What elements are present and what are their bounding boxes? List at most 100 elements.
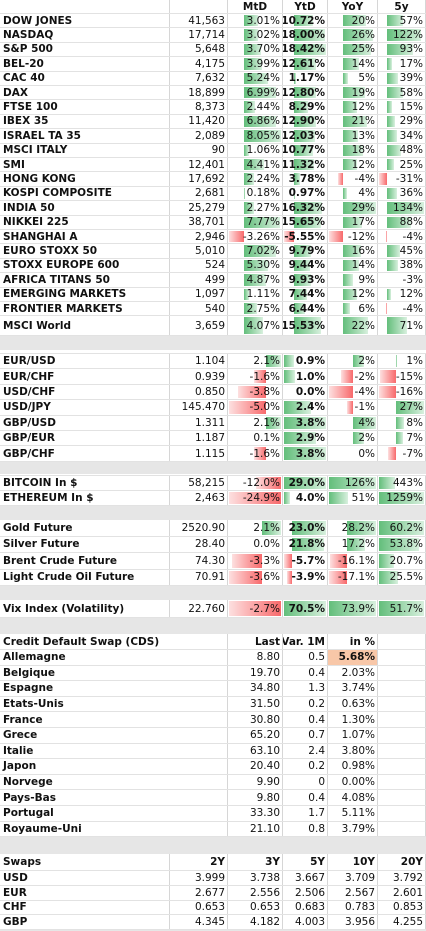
cell-text: 0.939 xyxy=(194,370,225,383)
cell-text: in % xyxy=(349,635,375,648)
cell-text: 0.00% xyxy=(341,776,375,789)
cell-text: 9% xyxy=(358,273,375,286)
row-label: NASDAQ xyxy=(0,28,170,42)
cell-text: -1% xyxy=(354,401,375,414)
cell-text: 499 xyxy=(204,273,225,286)
row-label: USD/CHF xyxy=(0,384,170,400)
cell-text: AFRICA TITANS 50 xyxy=(3,273,110,286)
cell-text: S&P 500 xyxy=(3,43,53,56)
row-label: ETHEREUM In $ xyxy=(0,491,170,505)
value-cell: 22% xyxy=(328,316,378,336)
value-cell: 70.5% xyxy=(283,600,328,617)
cell-text: -3% xyxy=(402,273,423,286)
cell-text: 3Y xyxy=(265,856,280,868)
cell-text: 2,681 xyxy=(194,187,225,200)
data-bar xyxy=(342,187,348,200)
data-bar xyxy=(243,259,269,272)
value-cell: 1.187 xyxy=(170,431,228,446)
cell-text: -12.0% xyxy=(242,477,280,489)
table-row: STOXX EUROPE 600 524 5.30% 9.44% 14% 38% xyxy=(0,258,426,274)
value-cell: 6% xyxy=(328,302,378,316)
row-label: CHF xyxy=(0,900,170,915)
cell-text: 22.760 xyxy=(188,602,225,615)
cell-text: STOXX EUROPE 600 xyxy=(3,259,120,272)
cell-text: Light Crude Oil Future xyxy=(3,571,135,584)
data-bar xyxy=(387,101,392,113)
row-label: BITCOIN In $ xyxy=(0,476,170,490)
data-bar xyxy=(255,477,281,489)
column-header: 10Y xyxy=(328,854,378,870)
value-cell: 7.44% xyxy=(283,287,328,301)
table-row: Espagne 34.80 1.3 3.74% xyxy=(0,681,426,697)
value-cell: 5.24% xyxy=(228,71,283,85)
cell-text: 10Y xyxy=(352,856,375,868)
column-header: 5y xyxy=(378,0,426,13)
value-cell: 25.5% xyxy=(378,569,426,585)
value-cell: 3.738 xyxy=(228,871,283,885)
row-label: Portugal xyxy=(0,806,228,821)
value-cell: 8% xyxy=(378,415,426,430)
table-row: EUR/USD 1.104 2.1% 0.9% 2% 1% xyxy=(0,354,426,370)
cell xyxy=(378,650,426,665)
cell-text: 1.311 xyxy=(194,416,225,429)
value-cell: 3,659 xyxy=(170,316,228,336)
cell-text: 20% xyxy=(351,14,375,27)
cell-text: INDIA 50 xyxy=(3,201,55,214)
cell-text: NASDAQ xyxy=(3,29,54,42)
cell-text: 28.2% xyxy=(341,521,375,534)
cell-text: 4.07% xyxy=(246,319,280,332)
column-header: in % xyxy=(328,634,378,649)
data-bar xyxy=(342,202,376,214)
data-bar xyxy=(379,570,399,584)
cell-text: 18.42% xyxy=(283,43,325,56)
data-bar xyxy=(229,401,266,414)
data-bar xyxy=(346,521,376,535)
value-cell: 3.709 xyxy=(328,871,378,885)
value-cell: -3.8% xyxy=(228,384,283,400)
value-cell: 5.68% xyxy=(328,650,378,665)
data-bar xyxy=(284,416,326,429)
data-bar xyxy=(243,29,258,41)
table-row: HONG KONG 17,692 2.24% 3.78% -4% -31% xyxy=(0,172,426,187)
data-bar xyxy=(284,401,311,414)
value-cell: 38% xyxy=(378,258,426,273)
cell-text: -12% xyxy=(347,230,375,243)
value-cell: -31% xyxy=(378,172,426,186)
value-cell: 3.8% xyxy=(283,415,328,430)
value-cell: 1.7 xyxy=(283,806,328,821)
row-label: SHANGHAI A xyxy=(0,230,170,244)
value-cell: -16% xyxy=(378,384,426,400)
data-bar xyxy=(342,245,362,257)
cell-text: 0.0% xyxy=(253,538,280,551)
data-bar xyxy=(387,259,398,272)
cell-text: GBP xyxy=(3,916,28,929)
data-bar xyxy=(293,144,313,156)
value-cell: 29% xyxy=(378,114,426,129)
table-row: MSCI World 3,659 4.07% 15.53% 22% 71% xyxy=(0,316,426,337)
data-bar xyxy=(387,144,401,156)
value-cell: 5,648 xyxy=(170,42,228,57)
cell-text: 5.30% xyxy=(246,259,280,272)
row-label: IBEX 35 xyxy=(0,114,170,129)
cell-text: CAC 40 xyxy=(3,72,45,85)
value-cell: 33.30 xyxy=(228,806,283,821)
data-bar xyxy=(342,274,354,286)
cell-text: 8% xyxy=(406,416,423,429)
cell-text: 60.2% xyxy=(389,521,423,534)
value-cell: -3% xyxy=(378,273,426,287)
data-bar xyxy=(342,259,359,272)
cell-text: 1.115 xyxy=(194,447,225,460)
cell-text: Silver Future xyxy=(3,538,80,551)
cell-text: 9.93% xyxy=(288,273,325,286)
table-row: Etats-Unis 31.50 0.2 0.63% xyxy=(0,696,426,713)
value-cell: 4.0% xyxy=(283,491,328,505)
data-bar xyxy=(379,601,424,616)
table-row: KOSPI COMPOSITE 2,681 0.18% 0.97% 4% 36% xyxy=(0,186,426,202)
cell-text: 2.03% xyxy=(341,666,375,679)
cell-text: BITCOIN In $ xyxy=(3,477,78,489)
table-row: France 30.80 0.4 1.30% xyxy=(0,712,426,728)
data-bar xyxy=(387,216,412,228)
data-bar xyxy=(243,173,255,185)
cell-text: -15% xyxy=(395,370,423,383)
table-row: Norvege 9.90 0 0.00% xyxy=(0,774,426,791)
